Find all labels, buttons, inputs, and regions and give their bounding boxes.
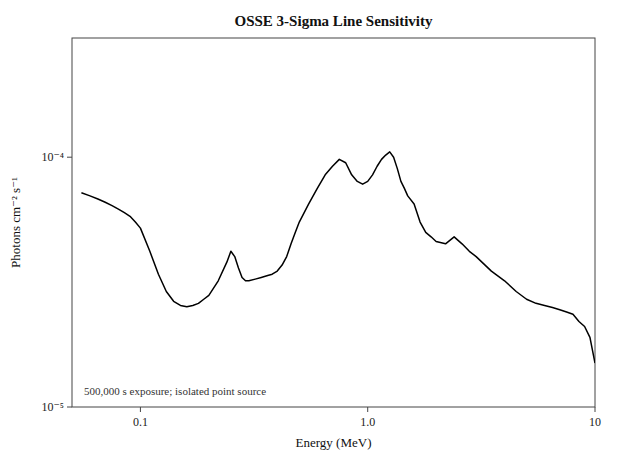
y-tick-label: 10⁻⁴ [41,150,64,164]
annotation: 500,000 s exposure; isolated point sourc… [84,385,266,397]
y-tick [67,407,72,408]
x-tick-label: 10 [589,415,601,429]
title: OSSE 3-Sigma Line Sensitivity [235,13,433,29]
axes: 0.1 1.0 10 10⁻⁵ 10⁻⁴ [41,150,601,429]
plot-area [72,38,595,407]
x-tick-label: 0.1 [133,415,148,429]
x-tick [595,407,596,412]
y-tick [67,157,72,158]
x-label: Energy (MeV) [296,435,372,450]
x-tick-label: 1.0 [360,415,375,429]
y-tick-label: 10⁻⁵ [41,400,64,414]
line [81,152,595,363]
plot-frame [72,38,595,407]
series [81,152,595,363]
chart: 0.1 1.0 10 10⁻⁵ 10⁻⁴ OSSE 3-Sigma Line Sensit… [0,0,617,459]
y-label: Photons cm⁻² s⁻¹ [8,177,23,268]
x-tick [367,407,368,412]
x-tick [140,407,141,412]
